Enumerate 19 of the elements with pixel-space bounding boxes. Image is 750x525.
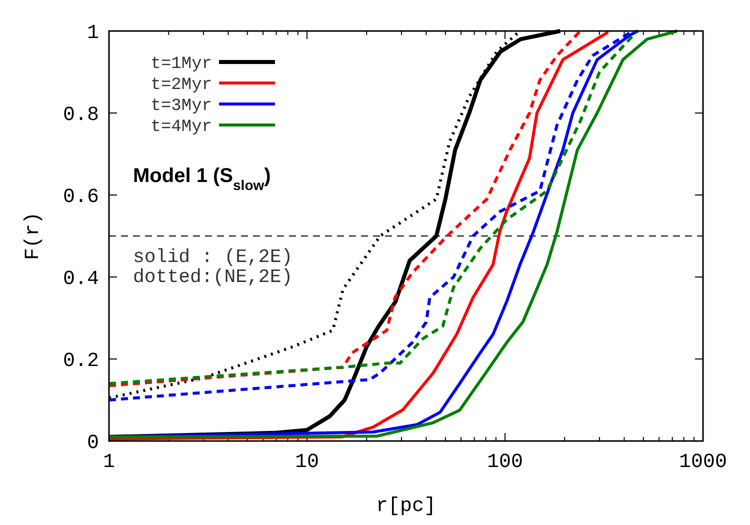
legend-label: t=2Myr: [150, 76, 212, 95]
x-tick-label: 100: [486, 451, 524, 474]
x-axis-title: r[pc]: [376, 495, 436, 518]
legend-label: t=3Myr: [150, 97, 212, 116]
x-tick-label: 10: [294, 451, 320, 474]
legend-label: t=4Myr: [150, 118, 212, 137]
annotation: dotted:(NE,2E): [133, 266, 293, 288]
y-tick-label: 0: [86, 432, 99, 455]
legend-label: t=1Myr: [150, 55, 212, 74]
y-tick-label: 0.2: [62, 350, 99, 373]
y-tick-label: 0.4: [62, 268, 99, 291]
y-tick-label: 0.8: [62, 104, 99, 127]
annotation: Model 1 (S$_{slow}$): [133, 165, 271, 193]
annotation: solid : (E,2E): [133, 246, 293, 268]
y-tick-label: 0.6: [62, 186, 99, 209]
y-tick-label: 1: [86, 22, 99, 45]
x-tick-label: 1: [102, 451, 116, 474]
x-tick-label: 1000: [678, 451, 728, 474]
y-axis-title: F(r): [22, 212, 45, 260]
